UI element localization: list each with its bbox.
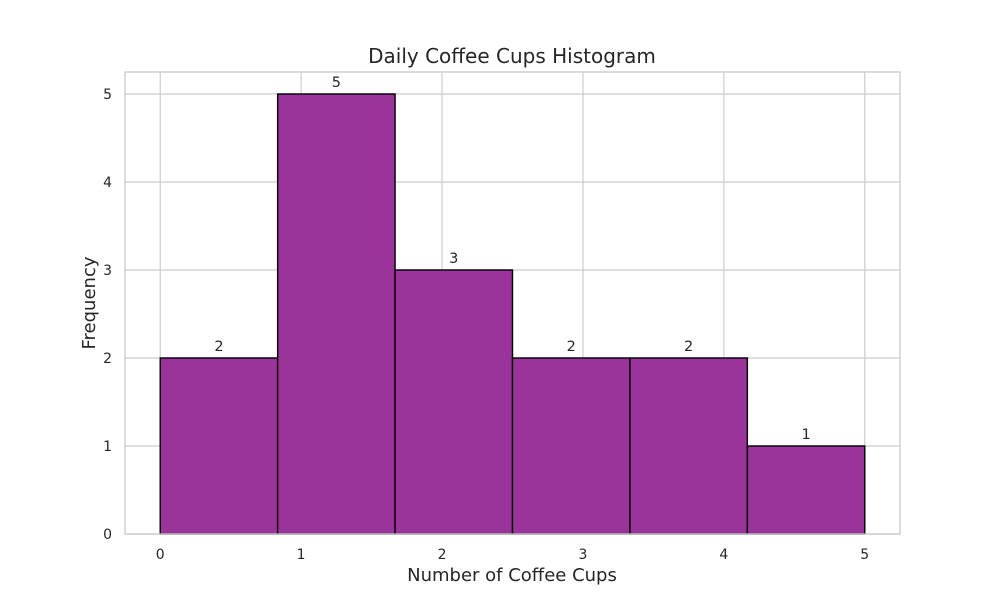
bar-value-label: 5 <box>332 75 341 91</box>
histogram-bar <box>511 357 631 535</box>
bar-value-label: 3 <box>449 251 458 267</box>
x-tick-label: 4 <box>719 547 728 563</box>
y-tick-label: 2 <box>103 351 112 367</box>
x-tick-label: 0 <box>156 547 165 563</box>
x-tick-label: 1 <box>297 547 306 563</box>
histogram-bar <box>159 357 279 535</box>
x-tick-labels: 0 1 2 3 4 5 <box>156 547 869 563</box>
y-tick-label: 4 <box>103 175 112 191</box>
bar-value-label: 2 <box>684 339 693 355</box>
y-tick-label: 3 <box>103 263 112 279</box>
x-tick-label: 5 <box>860 547 869 563</box>
x-axis-label: Number of Coffee Cups <box>407 565 617 586</box>
y-tick-label: 5 <box>103 87 112 103</box>
y-tick-labels: 0 1 2 3 4 5 <box>103 87 112 543</box>
bar-value-label: 2 <box>214 339 223 355</box>
y-tick-label: 0 <box>103 527 112 543</box>
histogram-bar <box>746 445 866 535</box>
bar-value-label: 2 <box>567 339 576 355</box>
bars <box>159 93 866 535</box>
x-tick-label: 2 <box>438 547 447 563</box>
histogram-bar <box>276 93 396 535</box>
y-axis-label: Frequency <box>79 256 100 349</box>
chart-title: Daily Coffee Cups Histogram <box>368 44 656 68</box>
histogram-bar <box>394 269 514 535</box>
bar-value-label: 1 <box>801 427 810 443</box>
x-tick-label: 3 <box>578 547 587 563</box>
histogram-bar <box>629 357 749 535</box>
plot-frame <box>124 71 901 535</box>
y-tick-label: 1 <box>103 439 112 455</box>
bar-value-labels: 2 5 3 2 2 1 <box>214 75 810 443</box>
